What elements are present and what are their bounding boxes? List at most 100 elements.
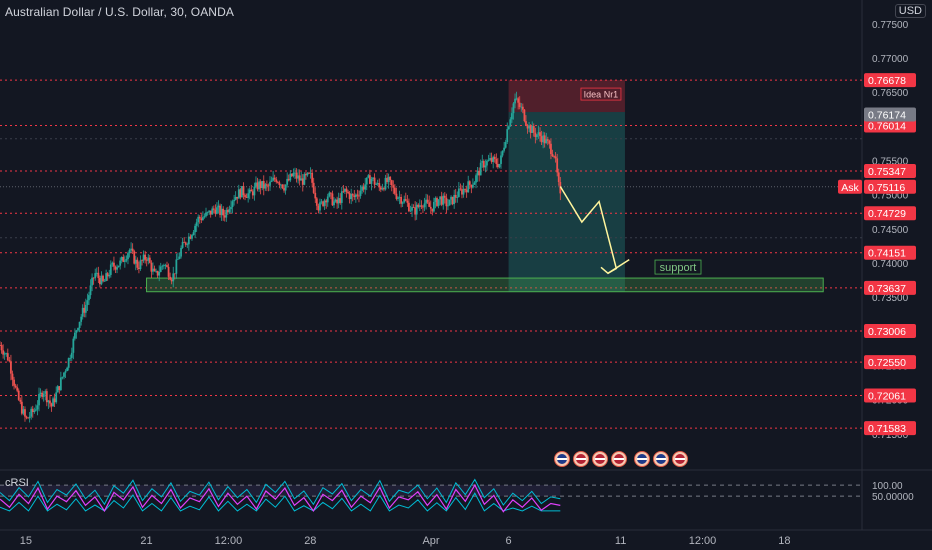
candle-body bbox=[20, 401, 23, 414]
candle-body bbox=[543, 135, 546, 144]
candle-body bbox=[116, 267, 118, 270]
candle-body bbox=[482, 160, 485, 168]
candle-body bbox=[0, 345, 3, 351]
candle-body bbox=[81, 307, 84, 317]
indicator-name[interactable]: cRSI bbox=[5, 477, 29, 489]
candle-body bbox=[97, 272, 100, 279]
candle-body bbox=[16, 387, 19, 391]
candle-body bbox=[106, 273, 109, 277]
candle-body bbox=[183, 241, 186, 243]
candle-body bbox=[44, 391, 47, 394]
support-zone bbox=[146, 277, 824, 293]
candle-body bbox=[184, 242, 187, 245]
projection-arrow-head bbox=[600, 258, 630, 275]
us-flag-icon-stripe bbox=[595, 458, 605, 460]
candle-body bbox=[373, 177, 376, 185]
candle-body bbox=[439, 196, 442, 200]
us-flag-icon-stripe bbox=[675, 458, 685, 460]
candle-body bbox=[436, 198, 438, 206]
candle-body bbox=[158, 271, 161, 276]
candle-body bbox=[404, 199, 407, 201]
candle-body bbox=[109, 264, 112, 275]
candle-body bbox=[75, 330, 78, 333]
candle-body bbox=[181, 241, 184, 248]
candle-body bbox=[164, 265, 167, 266]
candle-body bbox=[203, 216, 206, 218]
candle-body bbox=[361, 186, 363, 191]
candle-body bbox=[228, 209, 231, 213]
candle-body bbox=[479, 162, 482, 176]
candle-body bbox=[520, 106, 523, 108]
y-tick-label: 0.77000 bbox=[872, 54, 909, 65]
candle-body bbox=[225, 209, 228, 218]
candle-body bbox=[473, 182, 476, 185]
y-tick-label: 0.76500 bbox=[872, 88, 909, 99]
candle-body bbox=[400, 196, 403, 204]
candle-body bbox=[326, 196, 329, 203]
candle-body bbox=[141, 260, 143, 262]
currency-badge[interactable]: USD bbox=[894, 4, 926, 18]
candle-body bbox=[128, 249, 131, 254]
candle-body bbox=[200, 218, 203, 221]
candle-body bbox=[251, 191, 254, 196]
rsi-line bbox=[0, 483, 561, 513]
candle-body bbox=[353, 195, 356, 198]
candle-body bbox=[476, 170, 479, 176]
candle-body bbox=[348, 193, 351, 200]
candle-body bbox=[84, 304, 87, 313]
candle-body bbox=[484, 165, 487, 168]
y-tick-label: 0.74000 bbox=[872, 259, 909, 270]
candle-body bbox=[236, 196, 239, 199]
candle-body bbox=[256, 182, 259, 190]
candle-body bbox=[117, 265, 120, 268]
candle-body bbox=[381, 188, 384, 190]
candle-body bbox=[31, 408, 34, 412]
candle-body bbox=[298, 175, 301, 181]
symbol-title[interactable]: Australian Dollar / U.S. Dollar, 30, OAN… bbox=[5, 5, 234, 19]
candle-body bbox=[500, 155, 502, 164]
x-tick-label: 21 bbox=[140, 535, 152, 547]
candle-body bbox=[30, 408, 33, 417]
candle-body bbox=[425, 199, 427, 204]
candle-body bbox=[191, 234, 193, 239]
candle-body bbox=[241, 186, 243, 198]
candle-body bbox=[429, 206, 432, 209]
candle-body bbox=[556, 158, 559, 173]
candle-body bbox=[59, 377, 62, 391]
candle-body bbox=[284, 184, 287, 191]
candle-body bbox=[206, 212, 209, 213]
candle-body bbox=[289, 173, 292, 181]
candle-body bbox=[487, 159, 490, 161]
price-level-label: 0.74729 bbox=[868, 208, 906, 220]
candle-body bbox=[408, 202, 410, 212]
candle-body bbox=[276, 181, 279, 183]
candle-body bbox=[234, 196, 237, 200]
candle-body bbox=[329, 192, 332, 194]
candle-body bbox=[258, 181, 260, 190]
candle-body bbox=[358, 195, 360, 197]
candle-body bbox=[209, 210, 212, 215]
candle-body bbox=[220, 208, 223, 215]
candle-body bbox=[328, 192, 331, 197]
price-level-label: 0.76014 bbox=[868, 120, 906, 132]
candle-body bbox=[100, 275, 103, 285]
candle-body bbox=[283, 188, 285, 191]
candle-body bbox=[88, 295, 90, 301]
candle-body bbox=[24, 409, 26, 417]
candle-body bbox=[347, 191, 349, 194]
candle-body bbox=[264, 184, 267, 189]
candle-body bbox=[259, 181, 262, 189]
candle-body bbox=[557, 172, 560, 182]
candle-body bbox=[305, 174, 307, 176]
candle-body bbox=[523, 109, 526, 122]
candle-body bbox=[418, 205, 421, 207]
candle-body bbox=[172, 273, 175, 282]
candle-body bbox=[331, 193, 334, 206]
candle-body bbox=[457, 188, 460, 197]
candle-body bbox=[92, 277, 95, 279]
candle-body bbox=[442, 195, 445, 205]
candle-body bbox=[529, 125, 532, 133]
current-price-label-box bbox=[864, 107, 916, 122]
price-level-label: 0.76678 bbox=[868, 75, 906, 87]
